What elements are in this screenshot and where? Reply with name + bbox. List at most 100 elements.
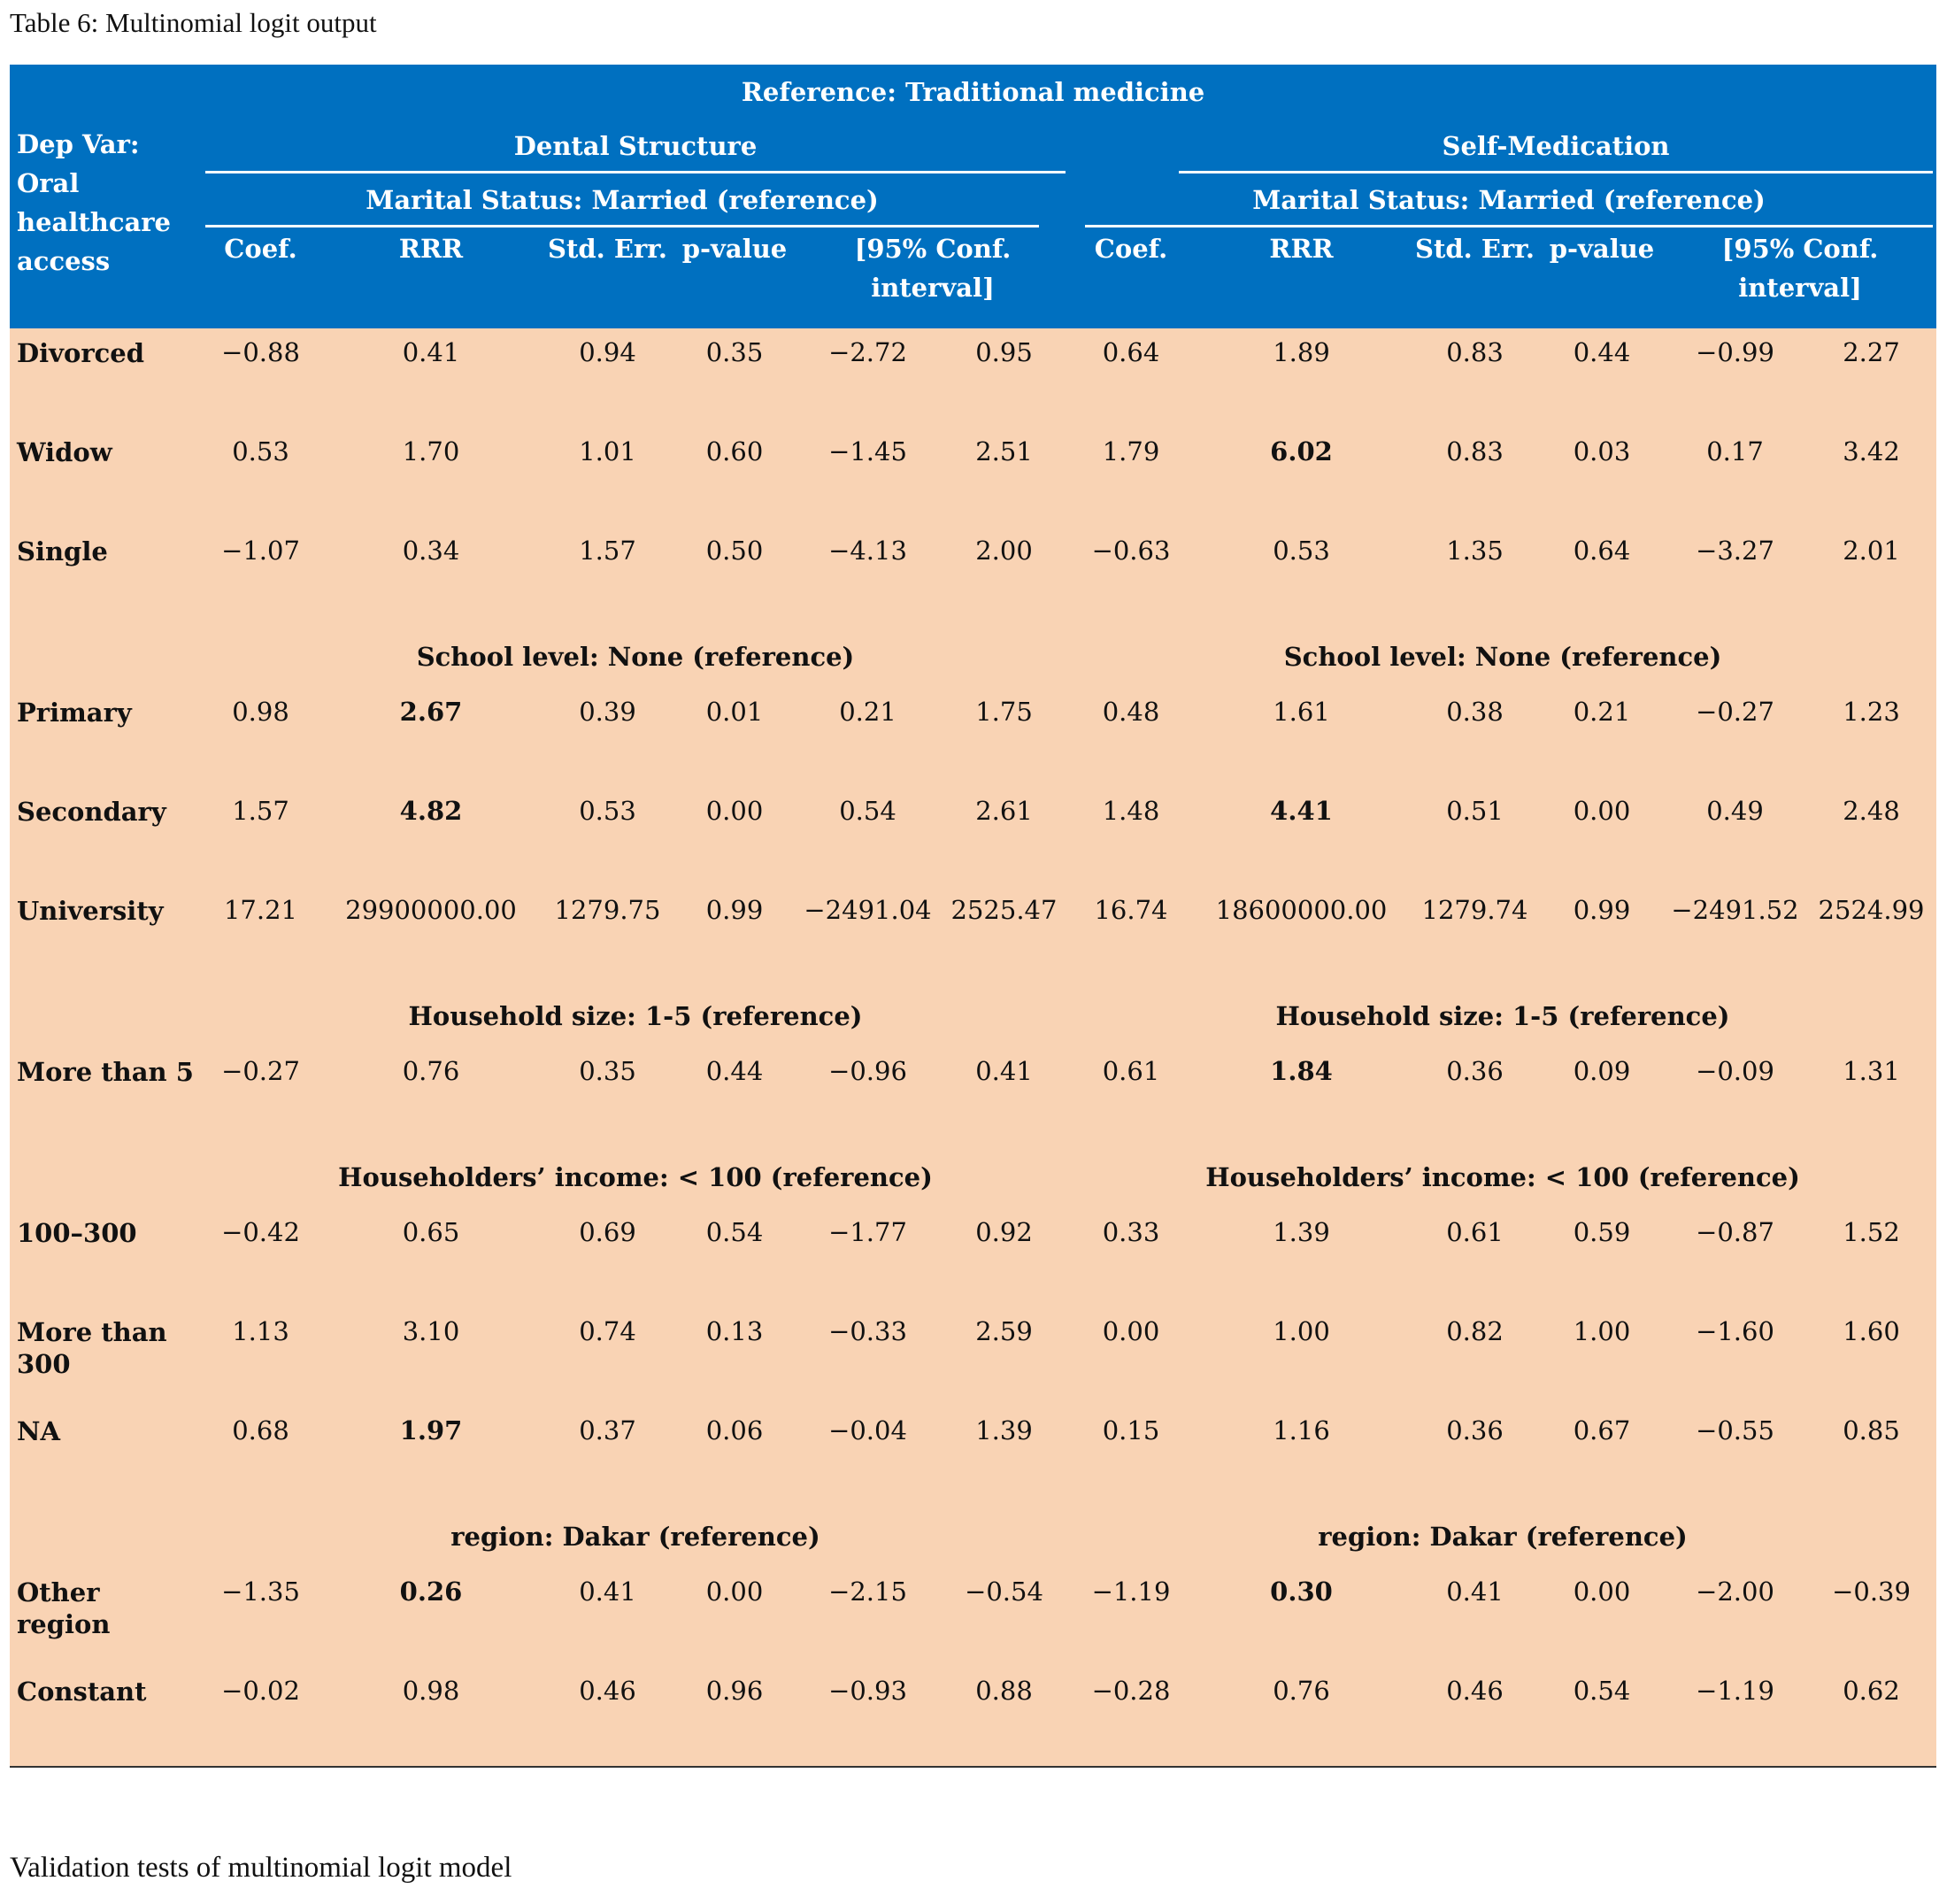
section-spacer (10, 1146, 202, 1208)
value-cell: −0.54 (939, 1568, 1069, 1667)
value-cell: 0.99 (673, 886, 796, 985)
value-cell: −0.27 (202, 1047, 319, 1146)
value-cell: 2.61 (939, 787, 1069, 886)
section-title: Householders’ income: < 100 (reference) (1069, 1146, 1937, 1208)
value-cell: 1.75 (939, 688, 1069, 787)
value-cell: 0.34 (319, 527, 542, 626)
value-cell: 2.27 (1806, 328, 1937, 428)
value-cell: 0.51 (1410, 787, 1540, 886)
value-cell: −2.00 (1664, 1568, 1806, 1667)
value-cell: −1.19 (1664, 1667, 1806, 1767)
section-spacer (10, 626, 202, 688)
reference-row: Reference: Traditional medicine (10, 65, 1937, 119)
value-cell: 1279.74 (1410, 886, 1540, 985)
subheader-cell: Marital Status: Married (reference) (202, 174, 1069, 227)
section-row: Household size: 1-5 (reference) Household… (10, 985, 1937, 1047)
section-row: region: Dakar (reference) region: Dakar (… (10, 1506, 1937, 1568)
value-cell: 1.31 (1806, 1047, 1937, 1146)
value-cell: −1.77 (796, 1208, 939, 1307)
value-cell: 0.41 (1410, 1568, 1540, 1667)
value-cell: 2.48 (1806, 787, 1937, 886)
data-row: Other region −1.35 0.26 0.41 0.00 −2.15 −0.54−… (10, 1568, 1937, 1667)
value-cell: 1.39 (939, 1407, 1069, 1506)
column-header: RRR (1193, 227, 1410, 328)
value-cell: −0.33 (796, 1307, 939, 1407)
value-cell: 0.94 (542, 328, 673, 428)
row-label: University (10, 886, 202, 985)
row-label: Secondary (10, 787, 202, 886)
value-cell: 0.76 (319, 1047, 542, 1146)
value-cell: −1.60 (1664, 1307, 1806, 1407)
value-cell: 0.00 (673, 787, 796, 886)
value-cell: 3.10 (319, 1307, 542, 1407)
value-cell: 0.85 (1806, 1407, 1937, 1506)
section-title: Household size: 1-5 (reference) (1069, 985, 1937, 1047)
value-cell: 0.44 (673, 1047, 796, 1146)
value-cell: 0.54 (1540, 1667, 1664, 1767)
value-cell: 1.84 (1193, 1047, 1410, 1146)
value-cell: 0.59 (1540, 1208, 1664, 1307)
value-cell: 0.39 (542, 688, 673, 787)
value-cell: −0.42 (202, 1208, 319, 1307)
data-row: 100–300 −0.42 0.65 0.69 0.54 −1.77 0.92 0.33 1.3… (10, 1208, 1937, 1307)
column-header: [95% Conf. interval] (1664, 227, 1937, 328)
value-cell: 2.01 (1806, 527, 1937, 626)
value-cell: 0.09 (1540, 1047, 1664, 1146)
value-cell: 2.59 (939, 1307, 1069, 1407)
value-cell: 0.60 (673, 428, 796, 527)
value-cell: 1.79 (1069, 428, 1193, 527)
value-cell: 0.41 (939, 1047, 1069, 1146)
data-row: Divorced −0.88 0.41 0.94 0.35 −2.72 0.95 0.64 1.… (10, 328, 1937, 428)
table-footer: Validation tests of multinomial logit mo… (10, 1852, 512, 1884)
value-cell: 0.13 (673, 1307, 796, 1407)
value-cell: 0.41 (542, 1568, 673, 1667)
row-label: Divorced (10, 328, 202, 428)
value-cell: −0.96 (796, 1047, 939, 1146)
value-cell: 0.74 (542, 1307, 673, 1407)
value-cell: 0.98 (202, 688, 319, 787)
column-header: p-value (673, 227, 796, 328)
value-cell: 0.54 (673, 1208, 796, 1307)
dep-var-cell: Dep Var: Oral healthcare access (10, 119, 202, 328)
data-row: Secondary 1.57 4.82 0.53 0.00 0.54 2.61 1.48 4.4… (10, 787, 1937, 886)
section-title: region: Dakar (reference) (1069, 1506, 1937, 1568)
value-cell: 1.52 (1806, 1208, 1937, 1307)
value-cell: −2.72 (796, 328, 939, 428)
value-cell: 1.01 (542, 428, 673, 527)
value-cell: 0.35 (673, 328, 796, 428)
column-header: p-value (1540, 227, 1664, 328)
value-cell: 0.99 (1540, 886, 1664, 985)
column-header: [95% Conf. interval] (796, 227, 1069, 328)
column-header: Std. Err. (1410, 227, 1540, 328)
section-title: Household size: 1-5 (reference) (202, 985, 1069, 1047)
section-row: School level: None (reference) School lev… (10, 626, 1937, 688)
value-cell: −0.88 (202, 328, 319, 428)
group-label: Self-Medication (1179, 121, 1934, 173)
value-cell: 1.35 (1410, 527, 1540, 626)
group-cell: Dental Structure (202, 119, 1069, 174)
value-cell: 0.01 (673, 688, 796, 787)
row-label: Widow (10, 428, 202, 527)
data-row: NA 0.68 1.97 0.37 0.06 −0.04 1.39 0.15 1.16 0.36 0… (10, 1407, 1937, 1506)
value-cell: 0.37 (542, 1407, 673, 1506)
table-caption: Table 6: Multinomial logit output (10, 7, 377, 38)
column-header: RRR (319, 227, 542, 328)
value-cell: 0.46 (542, 1667, 673, 1767)
table-header: Reference: Traditional medicine Dep Var:… (10, 65, 1937, 328)
data-row: Widow 0.53 1.70 1.01 0.60 −1.45 2.51 1.79 6.02 0.… (10, 428, 1937, 527)
value-cell: 0.00 (673, 1568, 796, 1667)
value-cell: −0.27 (1664, 688, 1806, 787)
value-cell: 0.53 (542, 787, 673, 886)
section-title: region: Dakar (reference) (202, 1506, 1069, 1568)
value-cell: 2.67 (319, 688, 542, 787)
column-header-row: Coef. RRR Std. Err. p-value [95% Conf. inter… (10, 227, 1937, 328)
value-cell: −2491.04 (796, 886, 939, 985)
value-cell: 0.49 (1664, 787, 1806, 886)
column-header: Std. Err. (542, 227, 673, 328)
value-cell: −0.93 (796, 1667, 939, 1767)
value-cell: 0.64 (1540, 527, 1664, 626)
value-cell: 0.21 (1540, 688, 1664, 787)
value-cell: 0.00 (1540, 1568, 1664, 1667)
value-cell: 0.62 (1806, 1667, 1937, 1767)
